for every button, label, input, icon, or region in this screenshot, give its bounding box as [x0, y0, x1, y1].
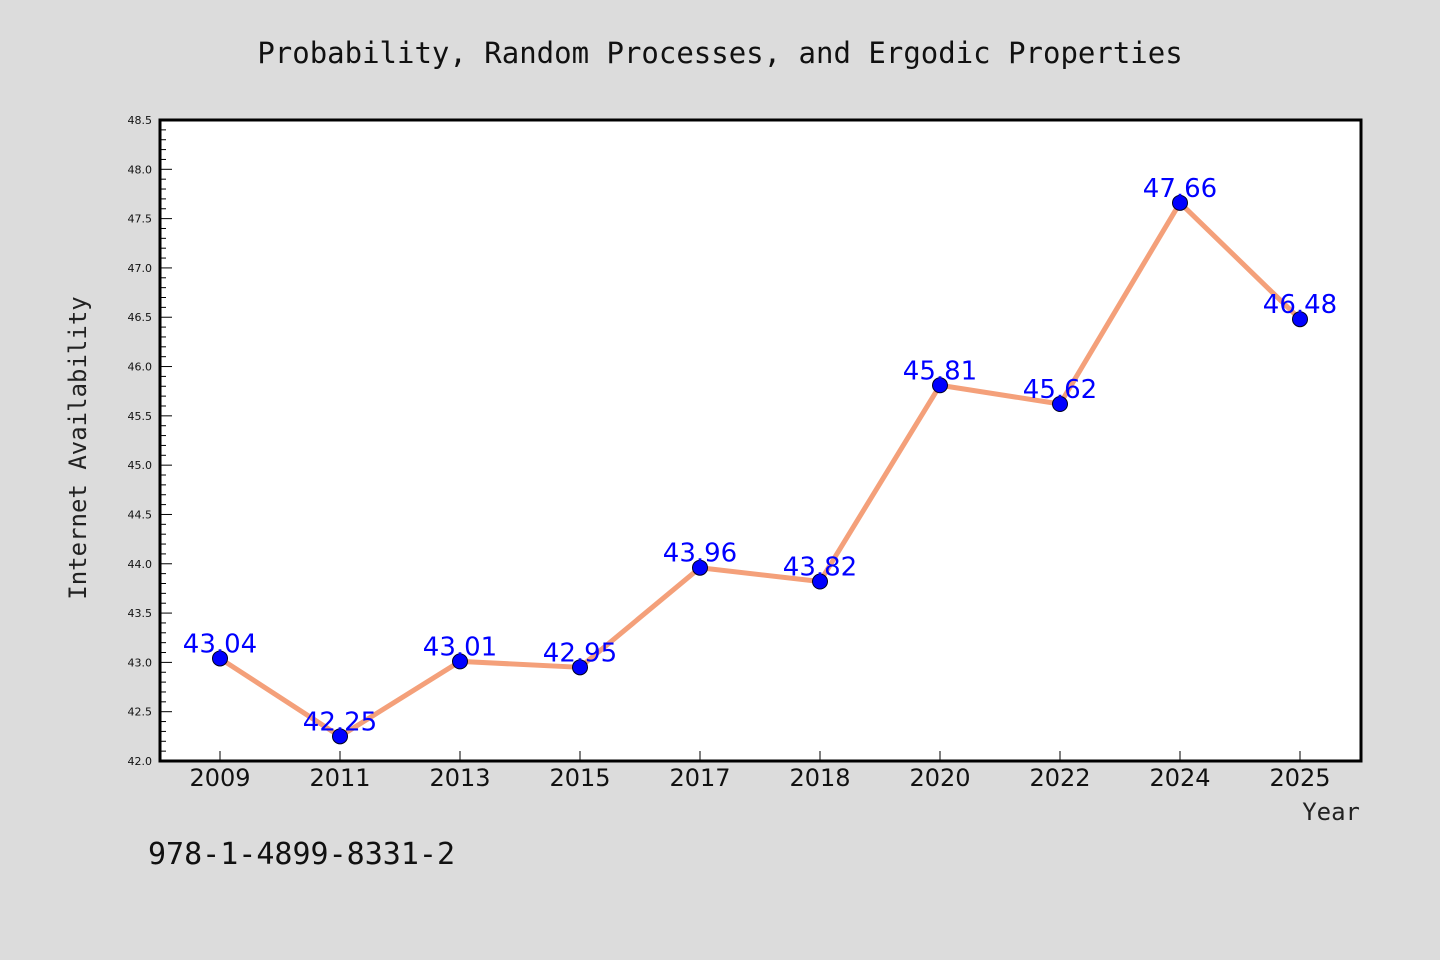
x-tick-label: 2020 — [909, 764, 970, 792]
y-tick-label: 46.0 — [128, 361, 153, 374]
data-label: 46.48 — [1263, 290, 1337, 320]
y-tick-label: 46.5 — [128, 311, 153, 324]
data-point — [1052, 396, 1068, 413]
data-label: 42.95 — [543, 638, 617, 668]
y-tick-label: 45.5 — [128, 410, 153, 423]
data-label: 47.66 — [1143, 174, 1217, 204]
data-label: 43.96 — [663, 539, 737, 569]
x-tick-label: 2013 — [429, 764, 490, 792]
y-axis-label: Internet Availability — [64, 296, 92, 599]
x-tick-label: 2024 — [1149, 764, 1210, 792]
data-point — [1292, 311, 1308, 328]
data-point — [572, 659, 588, 676]
x-tick-label: 2015 — [549, 764, 610, 792]
y-tick-label: 48.0 — [128, 163, 153, 176]
series-markers — [212, 194, 1308, 745]
data-point — [452, 653, 468, 670]
y-tick-label: 45.0 — [128, 459, 153, 472]
x-tick-label: 2017 — [669, 764, 730, 792]
series-line-group — [217, 200, 1303, 739]
x-tick-label: 2009 — [189, 764, 250, 792]
y-tick-label: 42.5 — [128, 706, 153, 719]
y-tick-label: 47.5 — [128, 213, 153, 226]
data-label: 42.25 — [303, 707, 377, 737]
y-tick-label: 43.0 — [128, 656, 153, 669]
y-tick-label: 42.0 — [128, 755, 153, 768]
x-axis-ticks: 2009 2011 2013 2015 2017 2018 2020 2022 2024 2025 — [189, 751, 1331, 792]
data-point — [332, 728, 348, 745]
series-line — [217, 200, 1303, 739]
x-tick-label: 2018 — [789, 764, 850, 792]
isbn-text: 978-1-4899-8331-2 — [148, 837, 455, 872]
data-point — [812, 573, 828, 590]
x-tick-label: 2022 — [1029, 764, 1090, 792]
x-axis-label: Year — [1302, 798, 1360, 826]
x-tick-label: 2011 — [309, 764, 370, 792]
plot-frame — [158, 118, 1363, 763]
y-tick-label: 44.5 — [128, 508, 153, 521]
x-tick-label: 2025 — [1269, 764, 1330, 792]
y-tick-label: 47.0 — [128, 262, 153, 275]
data-labels: 43.04 42.25 43.01 42.95 43.96 43.82 45.81 45.62… — [183, 174, 1337, 738]
chart-title: Probability, Random Processes, and Ergod… — [257, 36, 1182, 70]
y-tick-label: 43.5 — [128, 607, 153, 620]
data-label: 43.04 — [183, 629, 257, 659]
y-tick-label: 44.0 — [128, 558, 153, 571]
data-label: 45.62 — [1023, 375, 1097, 405]
data-label: 43.82 — [783, 553, 857, 583]
y-axis-ticks: 42.0 42.5 43.0 43.5 44.0 44.5 45.0 45.5 46.0 46.5… — [128, 114, 172, 768]
data-label: 43.01 — [423, 632, 497, 662]
data-point — [212, 650, 228, 667]
data-point — [692, 559, 708, 576]
data-label: 45.81 — [903, 356, 977, 386]
plot-area — [160, 120, 1361, 761]
data-point — [932, 377, 948, 394]
data-point — [1172, 194, 1188, 211]
y-tick-label: 48.5 — [128, 114, 153, 127]
